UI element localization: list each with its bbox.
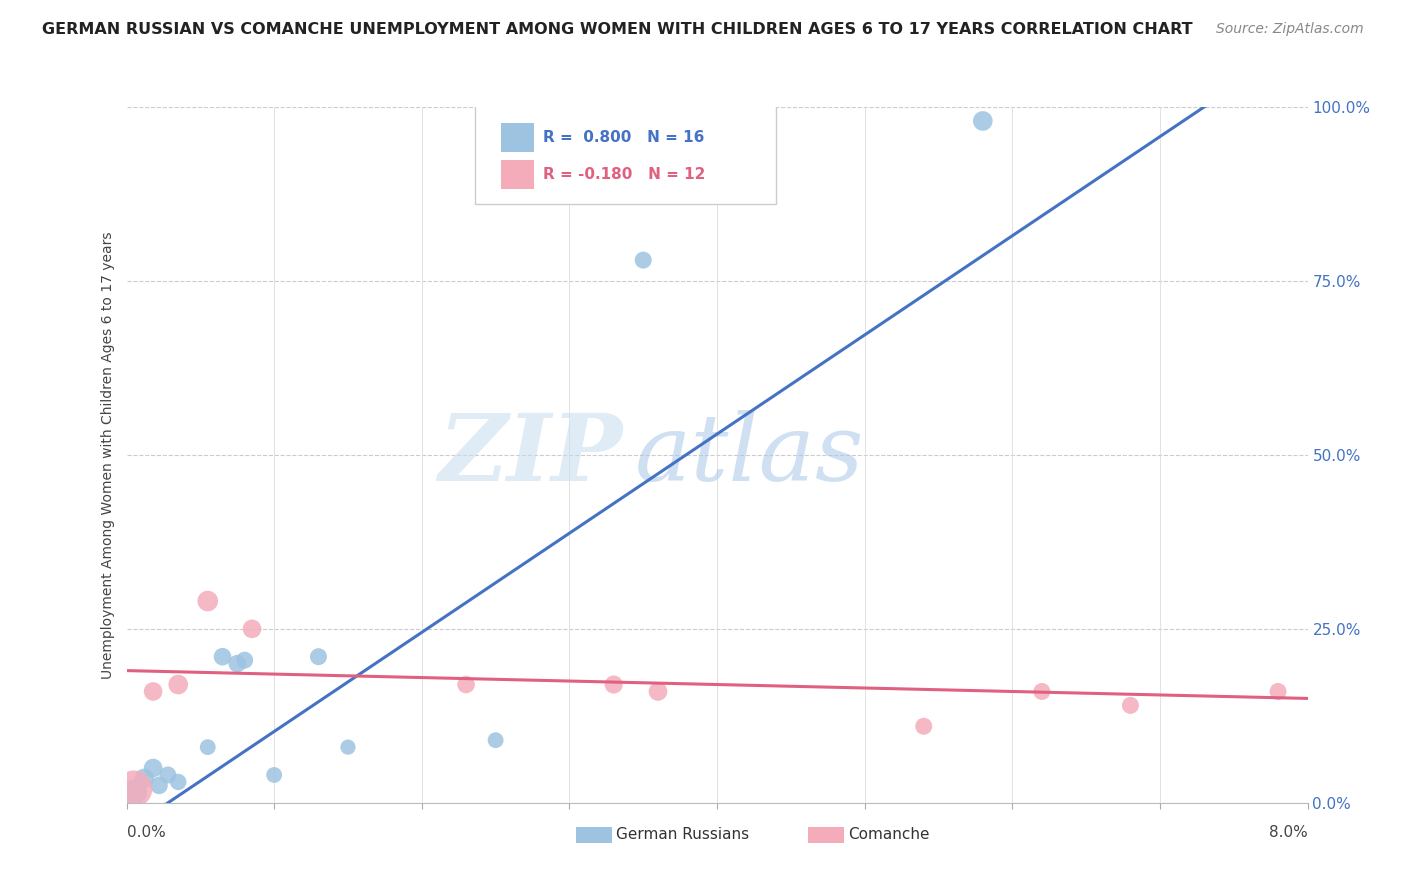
- Point: [1119, 698, 1142, 713]
- Point: [122, 785, 145, 799]
- Point: [631, 253, 654, 268]
- Point: [1267, 684, 1289, 698]
- Point: [167, 677, 190, 691]
- Text: German Russians: German Russians: [616, 828, 749, 842]
- Point: [211, 649, 233, 664]
- Y-axis label: Unemployment Among Women with Children Ages 6 to 17 years: Unemployment Among Women with Children A…: [101, 231, 115, 679]
- Point: [484, 733, 508, 747]
- Point: [142, 684, 165, 698]
- Text: GERMAN RUSSIAN VS COMANCHE UNEMPLOYMENT AMONG WOMEN WITH CHILDREN AGES 6 TO 17 Y: GERMAN RUSSIAN VS COMANCHE UNEMPLOYMENT …: [42, 22, 1192, 37]
- Point: [226, 657, 249, 671]
- Point: [156, 768, 179, 782]
- Text: R =  0.800   N = 16: R = 0.800 N = 16: [544, 130, 704, 145]
- Point: [647, 684, 669, 698]
- FancyBboxPatch shape: [475, 103, 776, 204]
- Point: [307, 649, 329, 664]
- Text: Source: ZipAtlas.com: Source: ZipAtlas.com: [1216, 22, 1364, 37]
- Text: 8.0%: 8.0%: [1268, 825, 1308, 840]
- Point: [912, 719, 935, 733]
- Bar: [501, 123, 534, 153]
- Point: [263, 768, 285, 782]
- Point: [134, 772, 156, 786]
- Point: [240, 622, 263, 636]
- Point: [337, 740, 360, 755]
- Text: ZIP: ZIP: [439, 410, 623, 500]
- Point: [148, 778, 170, 792]
- Text: Comanche: Comanche: [848, 828, 929, 842]
- Point: [454, 677, 477, 691]
- Point: [142, 761, 165, 775]
- Point: [167, 775, 190, 789]
- Point: [972, 114, 994, 128]
- Point: [197, 594, 219, 608]
- Text: 0.0%: 0.0%: [127, 825, 166, 840]
- Point: [122, 781, 145, 796]
- Bar: [501, 160, 534, 189]
- Point: [233, 653, 256, 667]
- Text: R = -0.180   N = 12: R = -0.180 N = 12: [544, 167, 706, 182]
- Text: atlas: atlas: [634, 410, 863, 500]
- Point: [602, 677, 624, 691]
- Point: [197, 740, 219, 755]
- Point: [1031, 684, 1053, 698]
